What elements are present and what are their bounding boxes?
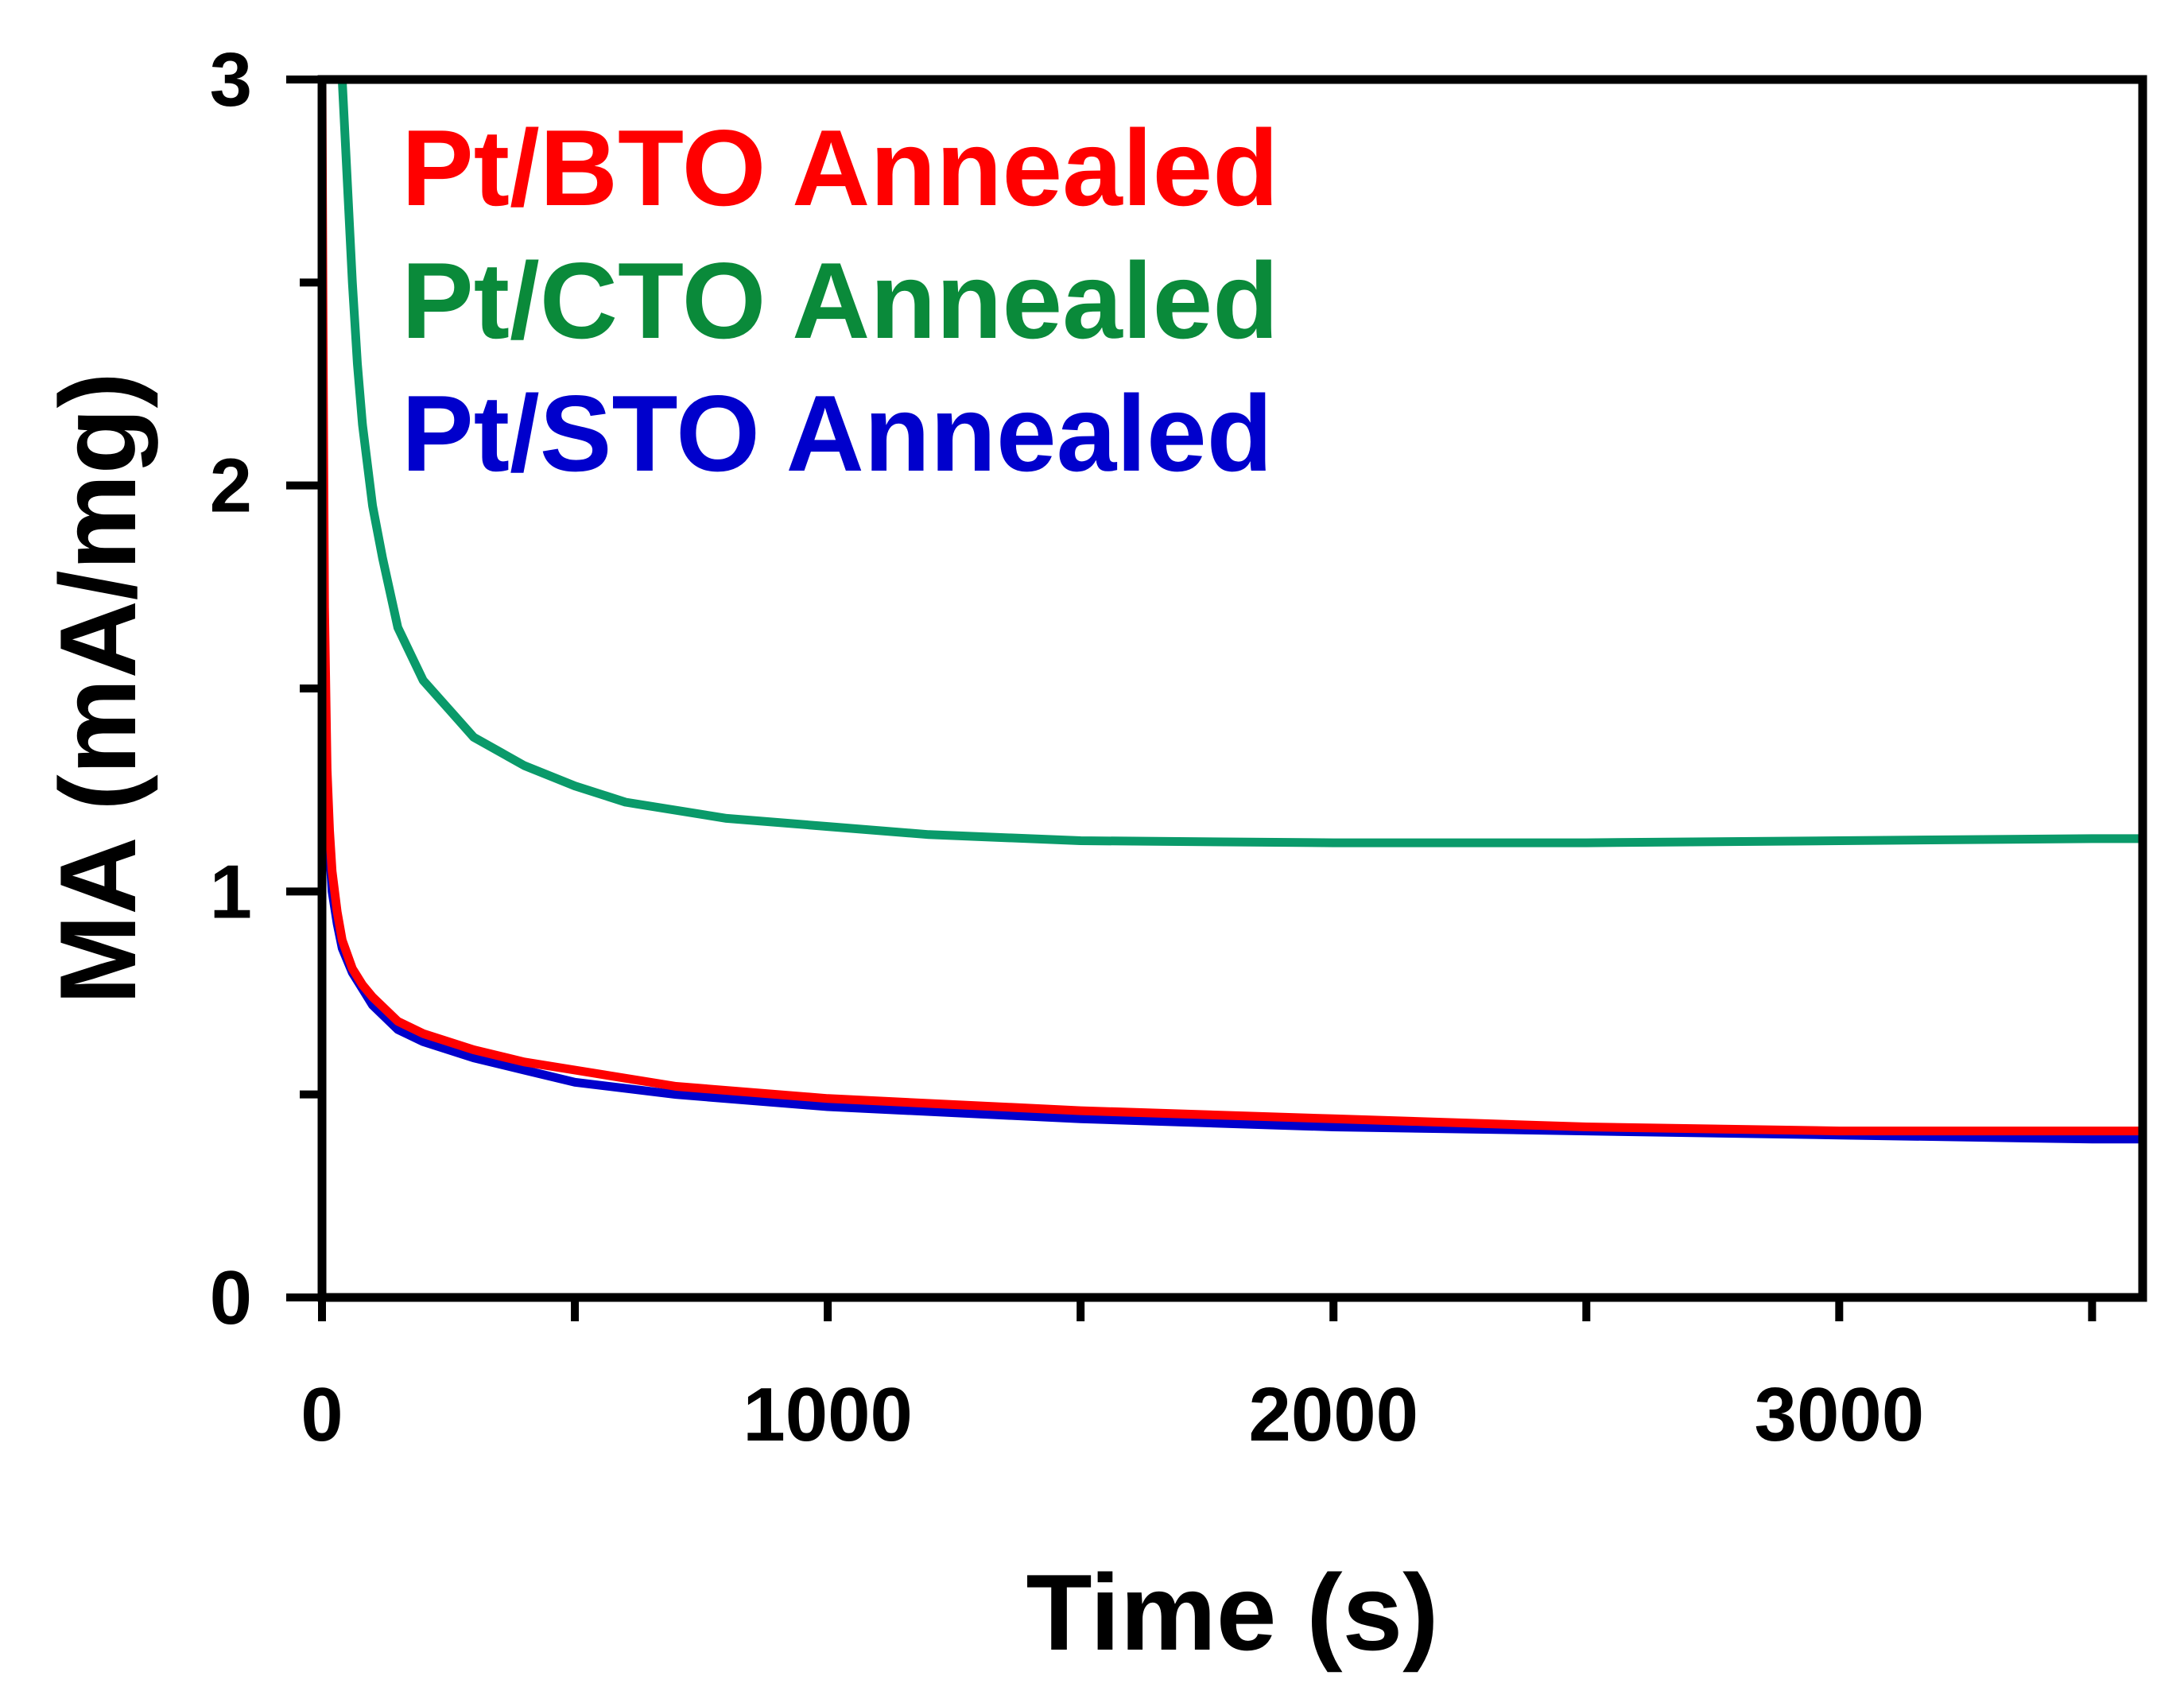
legend-entry-cto: Pt/CTO Annealed: [401, 240, 1278, 361]
y-tick-label: 0: [210, 1255, 252, 1340]
y-tick-label: 3: [210, 37, 252, 122]
y-tick-label: 2: [210, 444, 252, 529]
x-axis-title: Time (s): [1026, 1552, 1439, 1673]
x-tick-label: 3000: [1755, 1372, 1925, 1457]
legend-entry-bto: Pt/BTO Annealed: [401, 107, 1278, 228]
series-line-pt-cto-annealed: [337, 80, 2143, 847]
x-tick-label: 0: [301, 1372, 343, 1457]
y-axis-title: MA (mA/mg): [37, 372, 158, 1005]
y-tick-label: 1: [210, 849, 252, 934]
x-tick-label: 1000: [743, 1372, 913, 1457]
legend-entry-sto: Pt/STO Annealed: [401, 373, 1273, 494]
ticks-layer: 0 1000 2000 3000 0 1 2 3: [210, 37, 2097, 1457]
legend: Pt/BTO Annealed Pt/CTO Annealed Pt/STO A…: [401, 107, 1278, 494]
x-tick-label: 2000: [1248, 1372, 1418, 1457]
series-layer: [322, 80, 2143, 1144]
series-line-pt-bto-annealed: [322, 80, 2143, 1136]
